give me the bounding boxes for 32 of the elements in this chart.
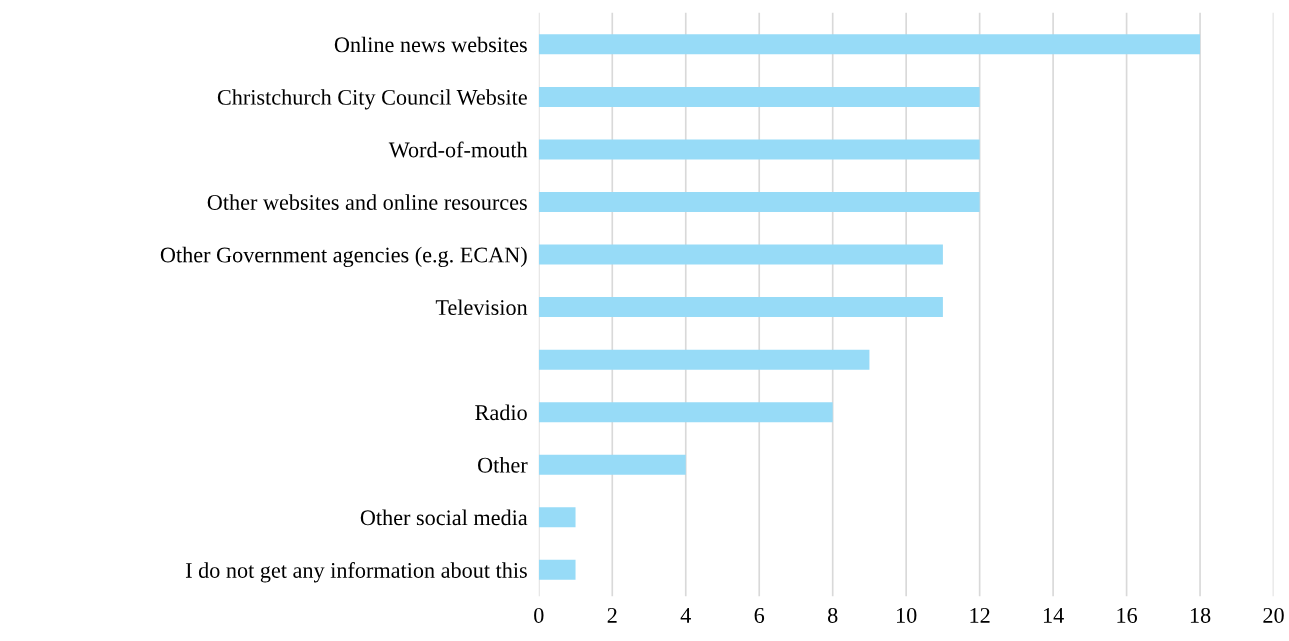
x-tick-label: 8 [827, 607, 838, 623]
x-tick-label: 12 [970, 607, 990, 623]
y-tick-label: Television [435, 299, 528, 316]
bar [538, 244, 943, 265]
x-tick-label: 4 [680, 608, 691, 623]
y-tick-label: I do not get any information about this [185, 562, 527, 583]
bar [538, 507, 576, 528]
x-tick-label: 16 [1117, 607, 1138, 623]
bar [538, 454, 686, 475]
y-tick-label: Online news websites [334, 36, 527, 53]
x-tick-label: 0 [534, 607, 544, 623]
y-tick-label: Other [478, 457, 528, 473]
bar [538, 192, 980, 212]
x-tick-label: 2 [607, 607, 617, 623]
bar [538, 86, 980, 107]
x-tick-label: 10 [897, 607, 917, 623]
x-tick-label: 6 [754, 607, 765, 623]
y-tick-label: Other Government agencies (e.g. ECAN) [160, 246, 527, 268]
y-tick-label: Other social media [360, 509, 528, 526]
y-tick-label: Word-of-mouth [388, 141, 528, 158]
x-tick-label: 14 [1043, 607, 1064, 623]
y-tick-label: Radio [475, 404, 527, 421]
y-tick-label: Christchurch City Council Website [217, 89, 527, 110]
x-tick-label: 18 [1190, 607, 1211, 623]
bar [538, 559, 576, 580]
bar [538, 139, 980, 160]
y-tick-label: Other websites and online resources [207, 194, 527, 210]
bar [538, 402, 833, 423]
x-tick-label: 20 [1263, 607, 1284, 623]
bar [538, 349, 870, 370]
bar [538, 34, 1201, 55]
bar [538, 297, 943, 318]
